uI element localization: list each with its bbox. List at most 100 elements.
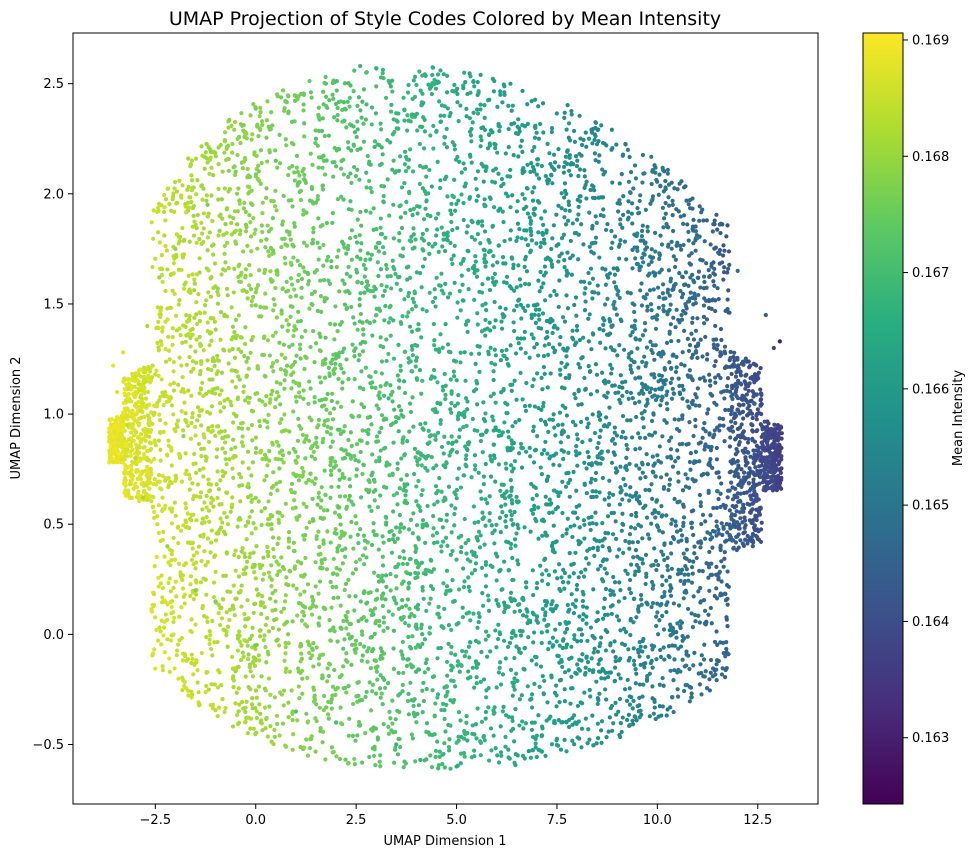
scatter-point [537, 289, 542, 294]
scatter-point [354, 254, 360, 259]
scatter-point [449, 211, 454, 217]
scatter-point [462, 754, 467, 759]
scatter-point [515, 678, 520, 684]
scatter-point [494, 597, 499, 603]
scatter-point [160, 537, 165, 542]
scatter-point [194, 156, 199, 161]
scatter-point [195, 405, 201, 410]
scatter-point [310, 237, 316, 242]
scatter-point [353, 638, 359, 643]
scatter-point [572, 139, 578, 144]
scatter-point [483, 523, 488, 528]
scatter-point [720, 532, 725, 538]
scatter-point [340, 349, 345, 355]
scatter-point [671, 254, 676, 259]
scatter-point [597, 490, 602, 495]
scatter-point [677, 390, 682, 395]
scatter-point [254, 709, 259, 714]
scatter-point [188, 574, 193, 579]
scatter-point [480, 303, 485, 308]
scatter-point [472, 263, 477, 268]
scatter-point [318, 515, 323, 520]
scatter-point [452, 82, 457, 87]
scatter-point [346, 497, 351, 502]
scatter-point [723, 654, 728, 659]
scatter-point [130, 422, 135, 427]
scatter-point [584, 621, 589, 626]
scatter-point [202, 435, 207, 440]
scatter-point [656, 562, 661, 568]
scatter-point [503, 306, 508, 312]
scatter-point [232, 552, 237, 558]
scatter-point [410, 353, 415, 358]
scatter-point [262, 633, 267, 638]
scatter-point [542, 209, 547, 214]
scatter-point [522, 329, 527, 334]
scatter-point [612, 639, 617, 644]
scatter-point [247, 662, 253, 667]
scatter-point [375, 260, 380, 265]
scatter-point [423, 661, 428, 666]
scatter-point [640, 359, 645, 364]
scatter-point [356, 459, 361, 464]
scatter-point [414, 546, 419, 551]
scatter-point [478, 438, 483, 444]
scatter-point [301, 396, 306, 401]
scatter-point [663, 200, 668, 206]
scatter-point [315, 194, 321, 199]
scatter-point [347, 594, 352, 599]
scatter-point [145, 464, 150, 469]
scatter-point [590, 489, 595, 494]
scatter-point [647, 536, 652, 541]
scatter-point [264, 118, 269, 123]
scatter-point [436, 604, 441, 609]
scatter-point [399, 225, 405, 231]
scatter-point [661, 225, 666, 230]
scatter-point [618, 317, 623, 322]
scatter-point [267, 449, 272, 454]
scatter-point [483, 317, 488, 323]
scatter-point [335, 549, 340, 554]
scatter-point [702, 642, 707, 647]
scatter-point [557, 643, 562, 648]
scatter-point [408, 680, 413, 685]
scatter-point [225, 293, 230, 298]
scatter-point [643, 474, 648, 480]
scatter-point [427, 601, 432, 606]
scatter-point [502, 609, 507, 615]
scatter-point [484, 695, 489, 700]
scatter-point [566, 450, 571, 455]
scatter-point [298, 356, 303, 361]
scatter-point [393, 565, 398, 570]
scatter-point [288, 294, 293, 299]
scatter-point [543, 173, 548, 179]
scatter-point [152, 647, 157, 652]
scatter-point [204, 505, 209, 510]
scatter-point [579, 222, 584, 227]
scatter-point [190, 546, 195, 551]
scatter-point [636, 522, 641, 527]
scatter-point [444, 659, 450, 665]
scatter-point [416, 322, 421, 327]
scatter-point [424, 174, 429, 179]
scatter-point [510, 501, 515, 506]
scatter-point [476, 351, 482, 356]
scatter-point [585, 548, 590, 553]
scatter-point [758, 397, 764, 402]
scatter-point [327, 281, 333, 286]
scatter-point [716, 373, 721, 378]
scatter-point [304, 243, 309, 248]
scatter-point [491, 418, 496, 423]
scatter-point [209, 500, 214, 506]
scatter-point [383, 382, 388, 388]
scatter-point [458, 662, 463, 667]
scatter-point [190, 359, 195, 364]
scatter-point [364, 102, 369, 107]
scatter-point [568, 173, 573, 178]
scatter-point [152, 440, 157, 445]
scatter-point [171, 380, 177, 386]
scatter-point [555, 505, 560, 510]
scatter-point [133, 401, 138, 406]
scatter-point [449, 530, 454, 535]
scatter-point [369, 727, 374, 732]
